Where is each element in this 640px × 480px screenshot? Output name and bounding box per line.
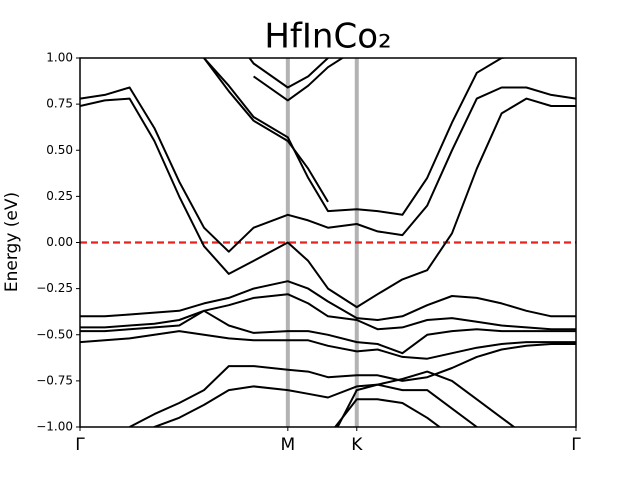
band	[80, 97, 576, 309]
band	[253, 58, 345, 102]
y-axis-label: Energy (eV)	[2, 192, 22, 292]
x-tick-label: Γ	[571, 435, 581, 455]
band	[203, 58, 329, 203]
y-tick-label: 0.25	[46, 189, 73, 203]
band	[80, 280, 576, 321]
y-tick-label: −0.50	[36, 327, 73, 341]
band	[248, 58, 330, 89]
chart-title: HfInCo₂	[264, 17, 391, 57]
band	[203, 58, 509, 216]
band	[333, 398, 442, 427]
x-tick-label: Γ	[75, 435, 85, 455]
ticks: −1.00 −0.75 −0.50 −0.25 0.00 0.25 0.50 0.75 1.00…	[36, 51, 581, 456]
band	[80, 330, 576, 360]
band	[80, 309, 576, 355]
y-tick-label: −0.25	[36, 281, 73, 295]
band	[129, 343, 576, 427]
y-tick-label: −0.75	[36, 373, 73, 387]
y-tick-label: 1.00	[46, 51, 73, 65]
x-tick-label: M	[280, 435, 295, 455]
band	[80, 293, 576, 331]
y-tick-label: 0.50	[46, 143, 73, 157]
y-tick-label: 0.00	[46, 235, 73, 249]
band	[336, 383, 479, 427]
x-tick-label: K	[351, 435, 363, 455]
y-tick-label: −1.00	[36, 420, 73, 434]
y-tick-label: 0.75	[46, 97, 73, 111]
bands	[80, 58, 576, 427]
band	[152, 370, 516, 427]
band	[80, 86, 576, 253]
